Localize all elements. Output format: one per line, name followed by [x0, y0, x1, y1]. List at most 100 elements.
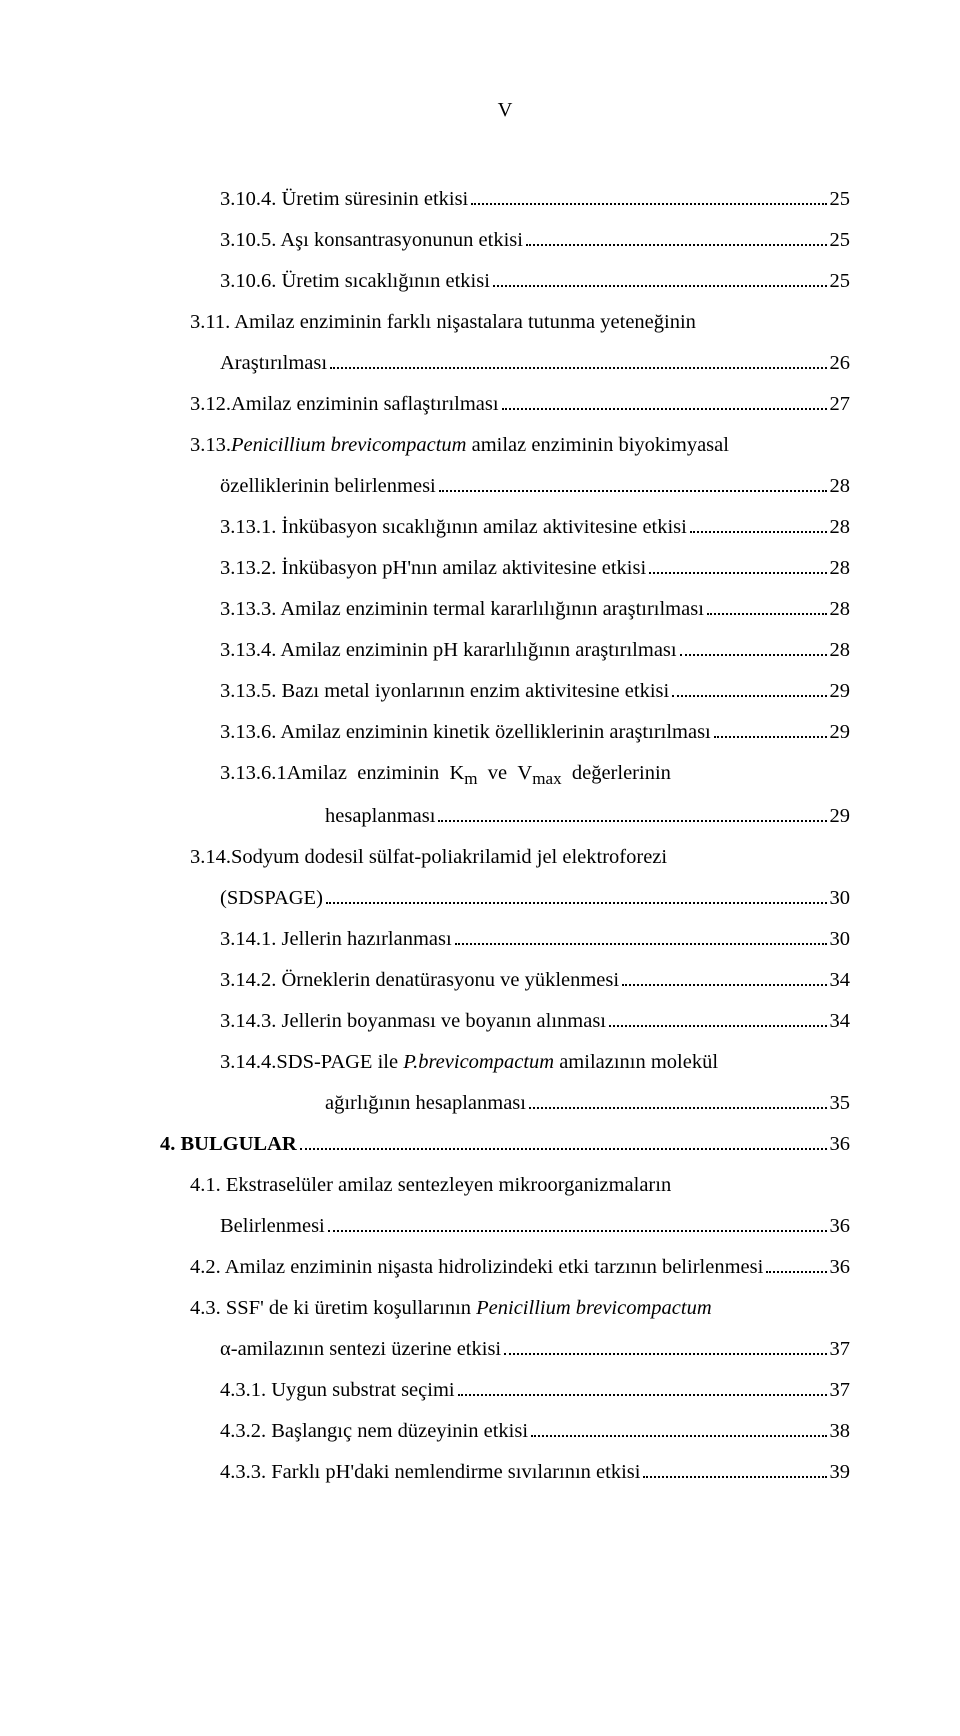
- toc-label: 3.13.3. Amilaz enziminin termal kararlıl…: [220, 589, 704, 630]
- toc-page-number: 30: [830, 919, 851, 960]
- leader-dots: [531, 1417, 826, 1437]
- leader-dots: [526, 226, 827, 246]
- toc-label: 3.13.1. İnkübasyon sıcaklığının amilaz a…: [220, 507, 687, 548]
- toc-entry-line1: 4.1. Ekstraselüler amilaz sentezleyen mi…: [160, 1165, 850, 1206]
- toc-page-number: 26: [830, 343, 851, 384]
- toc-label: α-amilazının sentezi üzerine etkisi: [220, 1329, 501, 1370]
- toc-page-number: 28: [830, 466, 851, 507]
- toc-page-number: 37: [830, 1329, 851, 1370]
- toc-label: özelliklerinin belirlenmesi: [220, 466, 436, 507]
- toc-page-number: 28: [830, 507, 851, 548]
- leader-dots: [326, 884, 827, 904]
- toc-label: 3.13.4. Amilaz enziminin pH kararlılığın…: [220, 630, 677, 671]
- toc-label: Belirlenmesi: [220, 1206, 325, 1247]
- toc-page-number: 29: [830, 796, 851, 837]
- toc-entry-line1: 3.13.Penicillium brevicompactum amilaz e…: [160, 425, 850, 466]
- toc-label: 3.14.3. Jellerin boyanması ve boyanın al…: [220, 1001, 606, 1042]
- toc-label: 3.10.5. Aşı konsantrasyonunun etkisi: [220, 220, 523, 261]
- toc-page-number: 25: [830, 220, 851, 261]
- toc-entry: 3.10.6. Üretim sıcaklığının etkisi 25: [160, 261, 850, 302]
- toc-entry: 4.3.1. Uygun substrat seçimi 37: [160, 1370, 850, 1411]
- toc-label: 4.3.3. Farklı pH'daki nemlendirme sıvıla…: [220, 1452, 640, 1493]
- toc-label: 4.3.1. Uygun substrat seçimi: [220, 1370, 455, 1411]
- toc-page-number: 37: [830, 1370, 851, 1411]
- leader-dots: [439, 472, 827, 492]
- leader-dots: [680, 636, 827, 656]
- leader-dots: [714, 718, 827, 738]
- leader-dots: [300, 1130, 827, 1150]
- toc-page-number: 28: [830, 548, 851, 589]
- toc-page-number: 27: [830, 384, 851, 425]
- toc-entry-line2: hesaplanması 29: [160, 796, 850, 837]
- leader-dots: [455, 925, 827, 945]
- toc-entry-line2: Araştırılması 26: [160, 343, 850, 384]
- page-number: V: [160, 90, 850, 131]
- leader-dots: [622, 966, 826, 986]
- toc-entry-line2: Belirlenmesi36: [160, 1206, 850, 1247]
- toc-entry: 3.12.Amilaz enziminin saflaştırılması27: [160, 384, 850, 425]
- toc-label: 3.10.4. Üretim süresinin etkisi: [220, 179, 468, 220]
- toc-page-number: 29: [830, 671, 851, 712]
- toc-entry: 3.13.2. İnkübasyon pH'nın amilaz aktivit…: [160, 548, 850, 589]
- leader-dots: [707, 595, 827, 615]
- leader-dots: [330, 349, 826, 369]
- toc-entry: 3.13.Penicillium brevicompactum amilaz e…: [160, 425, 850, 507]
- toc-entry: 3.10.4. Üretim süresinin etkisi 25: [160, 179, 850, 220]
- toc-entry: 4.2. Amilaz enziminin nişasta hidrolizin…: [160, 1247, 850, 1288]
- toc-entry-line1: 3.11. Amilaz enziminin farklı nişastalar…: [160, 302, 850, 343]
- toc-entry-line2: ağırlığının hesaplanması 35: [160, 1083, 850, 1124]
- toc-entry: 4.3. SSF' de ki üretim koşullarının Peni…: [160, 1288, 850, 1370]
- toc-entry: 4.1. Ekstraselüler amilaz sentezleyen mi…: [160, 1165, 850, 1247]
- toc-page-number: 25: [830, 261, 851, 302]
- toc-entry-line2: α-amilazının sentezi üzerine etkisi 37: [160, 1329, 850, 1370]
- page-container: V 3.10.4. Üretim süresinin etkisi253.10.…: [0, 0, 960, 1553]
- leader-dots: [609, 1007, 826, 1027]
- toc-entry: 3.13.4. Amilaz enziminin pH kararlılığın…: [160, 630, 850, 671]
- toc-entry: 3.13.6.1Amilaz enziminin Km ve Vmax değe…: [160, 753, 850, 837]
- leader-dots: [493, 267, 827, 287]
- toc-label: Araştırılması: [220, 343, 327, 384]
- toc-entry: 3.14.2. Örneklerin denatürasyonu ve yükl…: [160, 960, 850, 1001]
- toc-page-number: 35: [830, 1083, 851, 1124]
- toc-entry: 3.13.6. Amilaz enziminin kinetik özellik…: [160, 712, 850, 753]
- leader-dots: [504, 1335, 826, 1355]
- leader-dots: [529, 1089, 827, 1109]
- toc-label: 3.13.6. Amilaz enziminin kinetik özellik…: [220, 712, 711, 753]
- toc-entry: 3.13.5. Bazı metal iyonlarının enzim akt…: [160, 671, 850, 712]
- toc-page-number: 28: [830, 589, 851, 630]
- table-of-contents: 3.10.4. Üretim süresinin etkisi253.10.5.…: [160, 179, 850, 1493]
- toc-label: (SDSPAGE): [220, 878, 323, 919]
- toc-entry: 4.3.2. Başlangıç nem düzeyinin etkisi38: [160, 1411, 850, 1452]
- leader-dots: [502, 390, 827, 410]
- toc-entry-line1: 3.14.4.SDS-PAGE ile P.brevicompactum ami…: [160, 1042, 850, 1083]
- toc-label: 3.10.6. Üretim sıcaklığının etkisi: [220, 261, 490, 302]
- leader-dots: [672, 677, 826, 697]
- toc-entry-line2: özelliklerinin belirlenmesi 28: [160, 466, 850, 507]
- toc-entry: 3.14.3. Jellerin boyanması ve boyanın al…: [160, 1001, 850, 1042]
- toc-page-number: 34: [830, 1001, 851, 1042]
- leader-dots: [649, 554, 826, 574]
- leader-dots: [328, 1212, 827, 1232]
- leader-dots: [458, 1376, 827, 1396]
- toc-label: 3.13.5. Bazı metal iyonlarının enzim akt…: [220, 671, 669, 712]
- toc-entry: 3.13.3. Amilaz enziminin termal kararlıl…: [160, 589, 850, 630]
- toc-label: hesaplanması: [325, 796, 435, 837]
- toc-label: 4. BULGULAR: [160, 1124, 297, 1165]
- toc-entry: 3.11. Amilaz enziminin farklı nişastalar…: [160, 302, 850, 384]
- leader-dots: [690, 513, 827, 533]
- toc-label: 4.3.2. Başlangıç nem düzeyinin etkisi: [220, 1411, 528, 1452]
- toc-page-number: 36: [830, 1124, 851, 1165]
- toc-entry: 3.10.5. Aşı konsantrasyonunun etkisi 25: [160, 220, 850, 261]
- toc-label: 3.13.2. İnkübasyon pH'nın amilaz aktivit…: [220, 548, 646, 589]
- toc-label: 3.14.1. Jellerin hazırlanması: [220, 919, 452, 960]
- toc-entry: 4. BULGULAR 36: [160, 1124, 850, 1165]
- toc-entry: 3.14.1. Jellerin hazırlanması 30: [160, 919, 850, 960]
- toc-page-number: 30: [830, 878, 851, 919]
- toc-page-number: 25: [830, 179, 851, 220]
- toc-label: 4.2. Amilaz enziminin nişasta hidrolizin…: [190, 1247, 763, 1288]
- toc-label: ağırlığının hesaplanması: [325, 1083, 526, 1124]
- toc-entry-line1: 3.14.Sodyum dodesil sülfat-poliakrilamid…: [160, 837, 850, 878]
- leader-dots: [438, 802, 826, 822]
- toc-entry-line1: 3.13.6.1Amilaz enziminin Km ve Vmax değe…: [160, 753, 850, 796]
- toc-entry-line1: 4.3. SSF' de ki üretim koşullarının Peni…: [160, 1288, 850, 1329]
